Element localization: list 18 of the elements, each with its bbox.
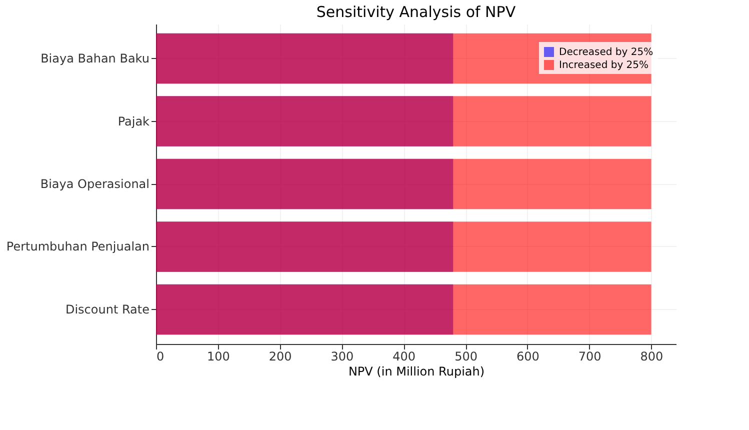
- chart-title: Sensitivity Analysis of NPV: [316, 3, 516, 21]
- x-tick-label: 700: [578, 350, 602, 364]
- x-tick-label: 200: [268, 350, 292, 364]
- x-tick-label: 400: [392, 350, 416, 364]
- y-tick-label: Biaya Operasional: [40, 177, 150, 191]
- x-tick-label: 0: [156, 350, 164, 364]
- y-tick-label: Biaya Bahan Baku: [40, 52, 150, 66]
- x-tick-label: 100: [206, 350, 230, 364]
- x-axis-title: NPV (in Million Rupiah): [348, 364, 485, 378]
- x-tick-label: 800: [640, 350, 664, 364]
- x-tick-label: 500: [454, 350, 478, 364]
- x-tick-label: 600: [516, 350, 540, 364]
- y-tick-label: Pajak: [118, 114, 150, 128]
- y-tick-label: Discount Rate: [65, 302, 150, 316]
- x-tick-label: 300: [330, 350, 354, 364]
- legend-label: Increased by 25%: [559, 60, 649, 71]
- legend-label: Decreased by 25%: [559, 47, 654, 58]
- y-tick-label: Pertumbuhan Penjualan: [6, 240, 150, 254]
